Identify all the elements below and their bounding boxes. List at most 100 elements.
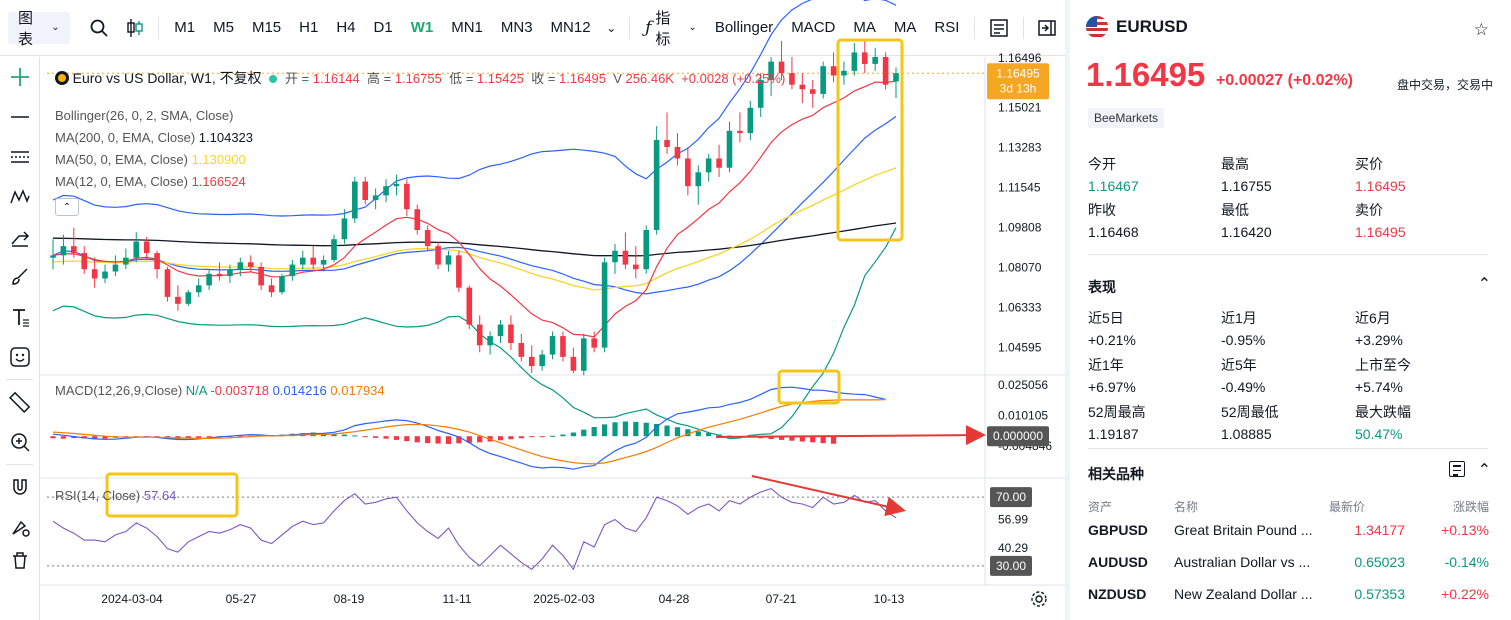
timeframe-m5[interactable]: M5 bbox=[213, 19, 234, 36]
stat-value: 1.16495 bbox=[1355, 224, 1406, 240]
candlestick-icon[interactable] bbox=[117, 10, 152, 46]
indicator-ma-2[interactable]: MA bbox=[853, 19, 876, 36]
candle-body bbox=[206, 273, 212, 286]
ma12-label: MA(12, 0, EMA, Close) bbox=[55, 174, 188, 189]
performance-collapse-icon[interactable]: ⌃ bbox=[1477, 276, 1491, 293]
stat-value: -0.49% bbox=[1221, 379, 1266, 395]
related-collapse-icon[interactable]: ⌃ bbox=[1477, 462, 1491, 479]
chart-canvas[interactable]: 1.16496 1.15021 1.13283 1.11545 1.09808 1.080… bbox=[0, 0, 1065, 620]
trash-icon[interactable] bbox=[0, 547, 40, 571]
timeframe-m1[interactable]: M1 bbox=[174, 19, 196, 36]
candle-body bbox=[705, 158, 712, 173]
stat-value: -0.95% bbox=[1221, 332, 1266, 348]
candle-body bbox=[633, 264, 639, 270]
related-row-audusd[interactable]: AUDUSD Australian Dollar vs ... 0.65023 -0.… bbox=[1070, 554, 1511, 576]
candle-body bbox=[289, 264, 296, 277]
candle bbox=[601, 257, 608, 353]
candle bbox=[539, 349, 545, 371]
crosshair-icon[interactable] bbox=[0, 57, 40, 97]
bollinger-label: Bollinger(26, 0, 2, SMA, Close) bbox=[55, 108, 234, 123]
candle bbox=[570, 347, 577, 373]
chevron-down-icon: ⌄ bbox=[688, 22, 697, 33]
macd-value-1: -0.003718 bbox=[210, 383, 269, 398]
related-row-gbpusd[interactable]: GBPUSD Great Britain Pound ... 1.34177 +0.1… bbox=[1070, 522, 1511, 544]
timeframe-more-chevron-icon[interactable]: ⌄ bbox=[606, 20, 617, 35]
toolbar-divider bbox=[6, 379, 33, 380]
zoom-in-icon[interactable] bbox=[0, 422, 40, 462]
emoji-icon[interactable] bbox=[0, 337, 40, 377]
toolbar-divider bbox=[6, 464, 33, 465]
related-asset: NZDUSD bbox=[1088, 586, 1147, 602]
indicator-list: Bollinger MACD MA MA RSI bbox=[706, 10, 969, 46]
macd-current-badge bbox=[987, 426, 1049, 447]
candle bbox=[643, 225, 650, 274]
macd-histogram-bar bbox=[92, 436, 98, 440]
trend-line-icon[interactable] bbox=[0, 97, 40, 137]
stat-label: 卖价 bbox=[1355, 202, 1383, 218]
price-tick-label: 1.11545 bbox=[998, 180, 1041, 194]
stat-label: 近1年 bbox=[1088, 357, 1124, 373]
candle-body bbox=[247, 262, 254, 267]
timeframe-h4[interactable]: H4 bbox=[336, 19, 356, 36]
macd-histogram-bar bbox=[529, 436, 535, 438]
pattern-icon[interactable] bbox=[0, 177, 40, 217]
candle bbox=[154, 250, 160, 279]
indicator-macd-1[interactable]: MACD bbox=[791, 19, 836, 36]
forecast-icon[interactable] bbox=[0, 217, 40, 257]
candle bbox=[560, 331, 566, 362]
chart-settings-icon[interactable] bbox=[1030, 590, 1048, 608]
related-change: +0.22% bbox=[1441, 586, 1489, 602]
macd-histogram-bar bbox=[477, 436, 483, 443]
quote-stat: 今开 1.16467 bbox=[1088, 154, 1139, 194]
stat-label: 今开 bbox=[1088, 156, 1116, 172]
candle bbox=[747, 100, 754, 141]
candle-body bbox=[809, 89, 816, 94]
timeframe-mn1[interactable]: MN1 bbox=[451, 19, 483, 36]
macd-histogram-bar bbox=[830, 436, 837, 444]
candle bbox=[372, 188, 379, 210]
candle bbox=[414, 204, 421, 235]
related-row-nzdusd[interactable]: NZDUSD New Zealand Dollar ... 0.57353 +0.22… bbox=[1070, 586, 1511, 608]
chart-type-dropdown[interactable]: 图表 ⌄ bbox=[8, 10, 70, 48]
bollinger-middle-line bbox=[52, 115, 897, 295]
brush-icon[interactable] bbox=[0, 257, 40, 297]
candle-body bbox=[497, 324, 504, 337]
collapse-panel-icon[interactable] bbox=[1030, 10, 1065, 46]
favorite-star-icon[interactable]: ☆ bbox=[1473, 20, 1489, 39]
candle-body bbox=[227, 269, 233, 277]
candle-body bbox=[404, 183, 410, 210]
related-list-icon[interactable] bbox=[1449, 461, 1465, 477]
candle bbox=[227, 264, 233, 284]
ma12-value: 1.166524 bbox=[191, 174, 246, 189]
top-toolbar: 图表 ⌄ M1 M5 M15 H1 H4 D1 W1 MN1 MN3 MN12 ⌄ ƒ 指标 ⌄ … bbox=[0, 0, 1065, 56]
candle bbox=[195, 278, 202, 297]
search-icon[interactable] bbox=[82, 10, 117, 46]
indicators-button[interactable]: ƒ 指标 ⌄ bbox=[636, 10, 706, 48]
lock-drawing-icon[interactable] bbox=[0, 507, 40, 547]
indicator-ma-3[interactable]: MA bbox=[893, 19, 917, 36]
magnet-icon[interactable] bbox=[0, 467, 40, 507]
timeframe-d1[interactable]: D1 bbox=[373, 19, 393, 36]
timeframe-m15[interactable]: M15 bbox=[251, 19, 282, 36]
text-icon[interactable] bbox=[0, 297, 40, 337]
horizontal-lines-icon[interactable] bbox=[0, 137, 40, 177]
collapse-legend-button[interactable]: ⌃ bbox=[55, 198, 79, 216]
bollinger-lower-line bbox=[52, 227, 897, 440]
open-value: 1.16144 bbox=[312, 71, 360, 86]
indicator-bollinger-0[interactable]: Bollinger bbox=[714, 19, 774, 36]
candle-body bbox=[123, 257, 129, 265]
timeframe-w1[interactable]: W1 bbox=[410, 19, 434, 36]
timeframe-mn3[interactable]: MN3 bbox=[500, 19, 533, 36]
stat-label: 52周最低 bbox=[1221, 404, 1279, 420]
candle-body bbox=[768, 61, 774, 81]
ruler-icon[interactable] bbox=[0, 382, 40, 422]
template-icon[interactable] bbox=[981, 10, 1016, 46]
indicator-rsi-4[interactable]: RSI bbox=[934, 19, 960, 36]
rsi-level-badge bbox=[990, 487, 1032, 508]
timeframe-h1[interactable]: H1 bbox=[299, 19, 319, 36]
timeframe-mn12[interactable]: MN12 bbox=[550, 19, 591, 36]
symbol-name: EURUSD bbox=[1116, 17, 1188, 36]
candle-body bbox=[102, 271, 108, 279]
macd-histogram-bar bbox=[810, 436, 816, 443]
related-name: New Zealand Dollar ... bbox=[1174, 586, 1313, 602]
